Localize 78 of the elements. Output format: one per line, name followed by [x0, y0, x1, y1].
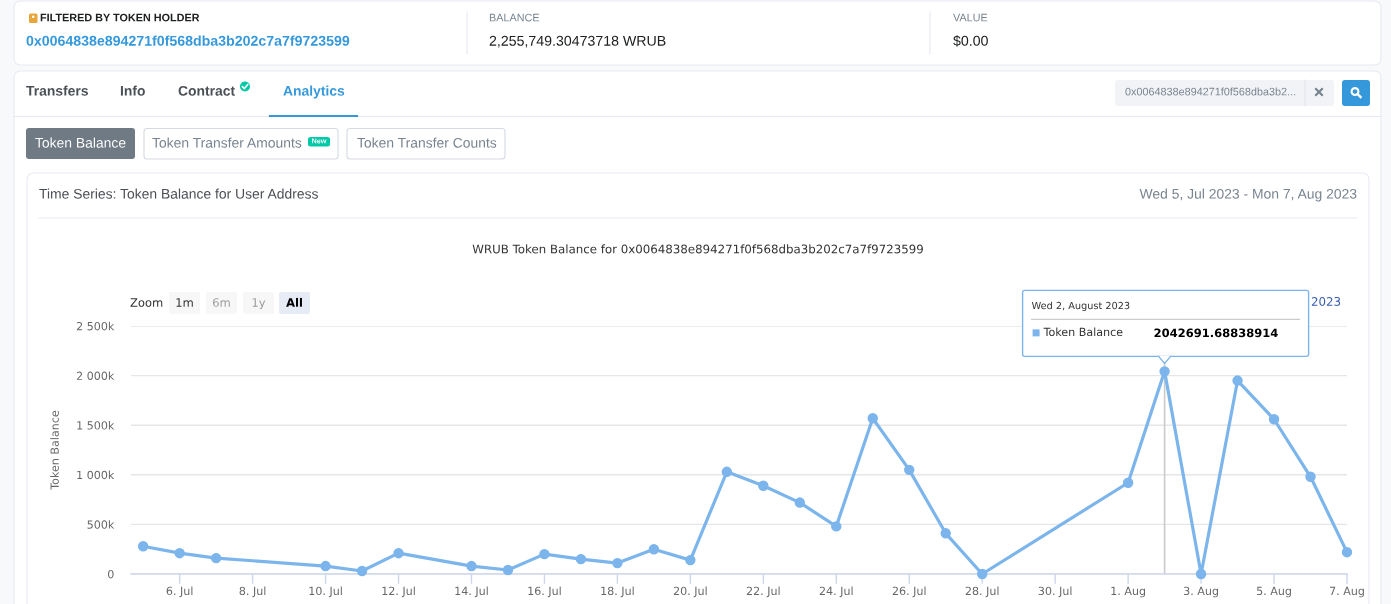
x-tick-label: 12. Jul — [382, 586, 415, 598]
point — [466, 560, 477, 572]
point — [1195, 568, 1207, 580]
text: Wed 2, August 2023 — [1031, 301, 1130, 312]
text: 0x0064838e894271f0f568dba3b2... — [1125, 87, 1296, 96]
text: Contract — [178, 85, 235, 96]
point — [210, 552, 222, 564]
x-tick-label: 3. Aug — [1184, 586, 1218, 598]
x-tick-label: 30. Jul — [1038, 586, 1072, 598]
point — [502, 564, 514, 576]
x-tick-label: 1. Aug — [1111, 586, 1146, 598]
x-tick-label: 24. Jul — [819, 586, 853, 598]
y-tick-label: 1 500k — [77, 420, 115, 430]
text: FILTERED BY TOKEN HOLDER — [40, 13, 200, 22]
text: Token Transfer Counts — [357, 137, 497, 148]
point — [648, 543, 660, 555]
point — [758, 480, 769, 491]
point — [539, 548, 550, 560]
point — [721, 466, 733, 478]
x-tick-label: 10. Jul — [309, 586, 342, 598]
point — [1341, 546, 1353, 558]
y-tick-label: 0 — [108, 569, 114, 579]
text: Analytics — [283, 85, 345, 99]
x-tick-label: 5. Aug — [1256, 586, 1291, 598]
point — [976, 568, 988, 580]
text: BALANCE — [489, 13, 540, 22]
point — [794, 497, 806, 508]
text: All — [286, 297, 302, 307]
point — [393, 547, 404, 559]
point — [867, 413, 878, 424]
text: 1y — [252, 298, 266, 310]
y-axis-title: Token Balance — [50, 410, 59, 490]
point — [940, 528, 951, 539]
point — [137, 541, 149, 552]
x-tick-label: 28. Jul — [965, 586, 999, 598]
x-tick-label: 22. Jul — [746, 586, 780, 598]
text: 6m — [213, 298, 230, 307]
y-tick-label: 2 000k — [76, 371, 115, 380]
text: Transfers — [26, 85, 88, 96]
text: VALUE — [953, 13, 988, 22]
point — [904, 464, 915, 476]
x-tick-label: 26. Jul — [892, 586, 926, 598]
text: Info — [120, 85, 145, 96]
text: Token Balance — [35, 137, 126, 148]
point — [612, 557, 623, 569]
point — [685, 554, 696, 566]
text: 0x0064838e894271f0f568dba3b202c7a7f9723599 — [26, 35, 350, 46]
y-tick-label: 1 000k — [77, 470, 115, 480]
text: 2023 — [1311, 297, 1341, 306]
point — [174, 547, 185, 559]
text: Time Series: Token Balance for User Address — [39, 188, 318, 199]
x-tick-label: 14. Jul — [455, 586, 488, 598]
point — [320, 560, 331, 572]
y-tick-label: 500k — [87, 520, 115, 529]
point — [1122, 477, 1134, 488]
point — [1268, 414, 1280, 425]
point — [575, 553, 587, 565]
text: Zoom — [130, 298, 163, 307]
point — [1159, 366, 1170, 377]
x-tick-label: 20. Jul — [673, 586, 707, 598]
data-label: 2042691.68838914 — [1154, 328, 1278, 338]
text: Wed 5, Jul 2023 - Mon 7, Aug 2023 — [1139, 188, 1357, 202]
y-tick-label: 2 500k — [76, 321, 115, 331]
x-tick-label: 7. Aug — [1330, 586, 1364, 598]
x-tick-label: 18. Jul — [601, 586, 634, 598]
point — [1305, 471, 1316, 482]
chart-title: WRUB Token Balance for 0x0064838e894271f0f568dba3b202c7a7f9723599 — [472, 244, 923, 254]
text: 2,255,749.30473718 WRUB — [489, 35, 666, 48]
text: 1m — [176, 298, 193, 307]
text: Token Transfer Amounts — [152, 137, 302, 148]
text: $0.00 — [953, 35, 988, 47]
point — [1232, 375, 1243, 386]
point — [356, 565, 368, 577]
x-tick-label: 6. Jul — [166, 586, 193, 598]
point — [831, 521, 842, 532]
x-tick-label: 16. Jul — [528, 586, 561, 598]
legend-label: Token Balance — [1043, 327, 1123, 337]
x-tick-label: 8. Jul — [239, 586, 266, 598]
